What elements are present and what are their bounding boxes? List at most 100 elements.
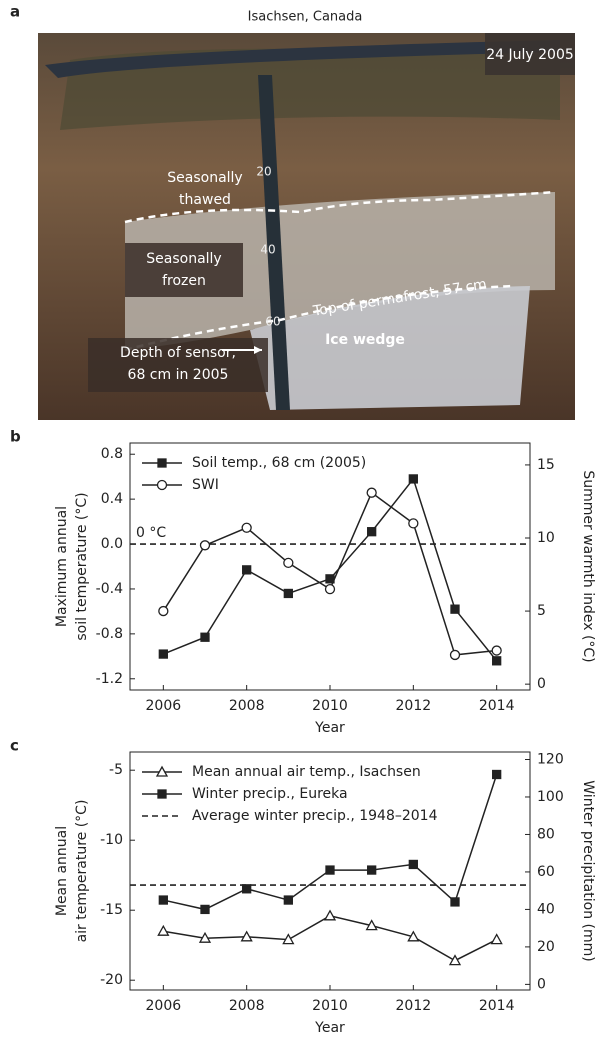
legend-label: Mean annual air temp., Isachsen	[192, 764, 421, 780]
y-tick-label: -5	[109, 762, 123, 778]
panel-label: a	[10, 3, 20, 21]
y-axis-label: Maximum annual	[54, 506, 70, 627]
data-point	[492, 769, 502, 780]
x-tick-label: 2010	[312, 998, 348, 1014]
data-point	[408, 859, 418, 870]
photo-annotation: Ice wedge	[325, 332, 405, 348]
photo-ice-wedge	[250, 286, 530, 410]
y2-tick-label: 5	[537, 603, 546, 619]
photo	[38, 33, 575, 420]
x-axis-label: Year	[314, 720, 345, 736]
photo-annotation: 68 cm in 2005	[128, 367, 229, 383]
data-point	[240, 930, 253, 942]
data-point	[408, 474, 418, 484]
legend-label: Soil temp., 68 cm (2005)	[192, 455, 366, 471]
x-tick-label: 2012	[396, 698, 432, 714]
data-point	[242, 565, 252, 575]
y-tick-label: 0.4	[101, 491, 123, 507]
data-point	[323, 909, 337, 921]
y-tick-label: 0.0	[101, 536, 123, 552]
chart: b 2006 2008 2010 2012 2014 Year 0.8 0.4 0.0 -0.4 -0…	[10, 428, 596, 737]
x-tick-label: 2014	[479, 698, 515, 714]
permafrost-boundary	[124, 284, 516, 352]
legend-label: Average winter precip., 1948–2014	[192, 808, 438, 824]
y-tick-label: -10	[100, 832, 123, 848]
thaw-boundary	[124, 190, 556, 224]
photo-ruler	[258, 75, 290, 410]
legend-marker	[155, 765, 169, 777]
y-tick-label: -1.2	[96, 671, 123, 687]
y2-tick-label: 15	[537, 457, 555, 473]
date-box	[485, 33, 575, 75]
x-axis-label: Year	[314, 1020, 345, 1036]
y-tick-label: -0.8	[96, 626, 123, 642]
data-point	[325, 865, 335, 875]
data-point	[158, 649, 168, 659]
photo-annotation: Seasonally	[146, 251, 221, 267]
photo-ruler-top	[45, 40, 560, 78]
x-tick-label: 2008	[229, 698, 265, 714]
data-point	[492, 656, 502, 666]
data-point	[241, 522, 252, 533]
annotation-box	[125, 243, 243, 297]
reference-label: 0 °C	[136, 525, 166, 541]
x-tick-label: 2014	[479, 998, 515, 1014]
data-point	[283, 557, 294, 568]
series-line	[163, 477, 498, 662]
y-axis-label: Mean annual	[54, 826, 70, 916]
data-point	[408, 518, 419, 529]
legend-label: SWI	[192, 477, 219, 493]
legend-marker	[157, 789, 167, 799]
y2-tick-label: 0	[537, 976, 546, 992]
y2-axis-label: Summer warmth index (°C)	[580, 470, 596, 662]
y-tick-label: -0.4	[96, 581, 123, 597]
y2-tick-label: 0	[537, 676, 546, 692]
data-point	[324, 584, 336, 595]
chart: c 2006 2008 2010 2012 2014 Year -5 -10 -15 -20 0 20 4…	[10, 737, 596, 1037]
y-axis-label: air temperature (°C)	[74, 800, 90, 943]
data-point	[450, 604, 460, 614]
panel-label: c	[10, 737, 19, 755]
legend-marker	[156, 479, 168, 491]
annotation-box	[88, 338, 268, 392]
photo-annotation: Seasonally	[167, 170, 242, 186]
data-point	[199, 540, 211, 551]
sensor-arrow-head	[254, 346, 262, 354]
data-point	[407, 930, 420, 942]
data-point	[200, 632, 210, 642]
x-tick-label: 2006	[146, 998, 182, 1014]
data-point	[490, 933, 503, 945]
data-point	[365, 919, 378, 931]
y2-tick-label: 100	[537, 789, 564, 805]
y-tick-label: 0.8	[101, 446, 123, 462]
data-point	[450, 897, 460, 907]
data-point	[283, 895, 293, 905]
photo-date: 24 July 2005	[486, 47, 574, 63]
x-tick-label: 2012	[396, 998, 432, 1014]
y-tick-label: -15	[100, 902, 123, 918]
data-point	[158, 605, 169, 617]
y2-axis-label: Winter precipitation (mm)	[580, 780, 596, 961]
data-point	[158, 895, 168, 905]
y2-tick-label: 20	[537, 939, 555, 955]
data-point	[282, 933, 295, 945]
x-tick-label: 2006	[146, 698, 182, 714]
data-point	[448, 954, 462, 966]
data-point	[242, 884, 252, 894]
y2-tick-label: 60	[537, 864, 555, 880]
data-point	[366, 487, 377, 498]
series-line	[163, 915, 498, 962]
photo-frozen-layer	[125, 192, 555, 350]
data-point	[198, 931, 212, 943]
ruler-label: 20	[256, 165, 271, 179]
photo-title: Isachsen, Canada	[248, 10, 363, 25]
data-point	[491, 645, 502, 656]
y-axis-label: soil temperature (°C)	[74, 492, 90, 640]
y2-tick-label: 80	[537, 826, 555, 842]
series-line	[162, 491, 497, 656]
legend-marker	[157, 458, 167, 468]
photo-annotation: thawed	[179, 192, 231, 208]
y2-tick-label: 120	[537, 751, 564, 767]
data-point	[367, 865, 377, 875]
